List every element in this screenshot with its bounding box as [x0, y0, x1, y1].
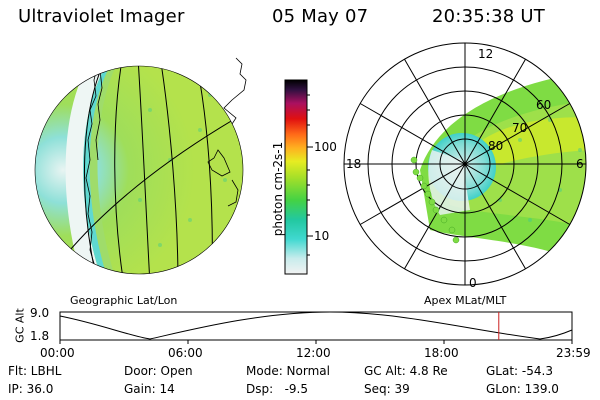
alt-ylabel: GC Alt [13, 308, 27, 343]
mlt-label-12: 12 [478, 47, 494, 61]
alt-xtick-1200: 12:00 [296, 346, 331, 360]
boundary-markers [410, 156, 460, 244]
alt-xtick-2359: 23:59 [556, 346, 591, 360]
mlt-label-18: 18 [346, 157, 362, 171]
colorbar-tick-100: 100 [314, 140, 337, 154]
info-gc-alt: GC Alt: 4.8 Re [364, 364, 448, 378]
info-ip: IP: 36.0 [8, 382, 54, 396]
alt-xtick-1800: 18:00 [424, 346, 459, 360]
info-seq: Seq: 39 [364, 382, 410, 396]
polar-panel-label: Apex MLat/MLT [424, 294, 507, 307]
colorbar-tick-10: 10 [314, 229, 330, 243]
alt-xtick-0000: 00:00 [40, 346, 75, 360]
mlt-label-0: 0 [469, 276, 477, 290]
geo-panel-label: Geographic Lat/Lon [70, 294, 178, 307]
geo-earth-disk [34, 57, 247, 275]
colorbar-unit-label: photon cm-2s-1 [271, 141, 285, 237]
time-label: 20:35:38 UT [432, 6, 545, 27]
info-mode: Mode: Normal [246, 364, 330, 378]
info-filter: Flt: LBHL [8, 364, 62, 378]
lat-label-80: 80 [488, 139, 504, 153]
date-label: 05 May 07 [272, 6, 369, 27]
lat-label-70: 70 [512, 121, 528, 135]
info-door: Door: Open [124, 364, 193, 378]
alt-xtick-0600: 06:00 [168, 346, 203, 360]
altitude-plot [59, 311, 573, 344]
instrument-title: Ultraviolet Imager [18, 6, 185, 27]
info-glat: GLat: -54.3 [486, 364, 553, 378]
mlt-label-6: 6 [576, 157, 584, 171]
alt-ytick-low: 1.8 [30, 329, 50, 343]
colorbar [284, 79, 313, 275]
lat-label-60: 60 [536, 98, 552, 112]
info-gain: Gain: 14 [124, 382, 175, 396]
info-glon: GLon: 139.0 [486, 382, 559, 396]
polar-plot [343, 42, 587, 286]
info-dsp: Dsp: -9.5 [246, 382, 309, 396]
alt-ytick-high: 9.0 [30, 306, 50, 320]
